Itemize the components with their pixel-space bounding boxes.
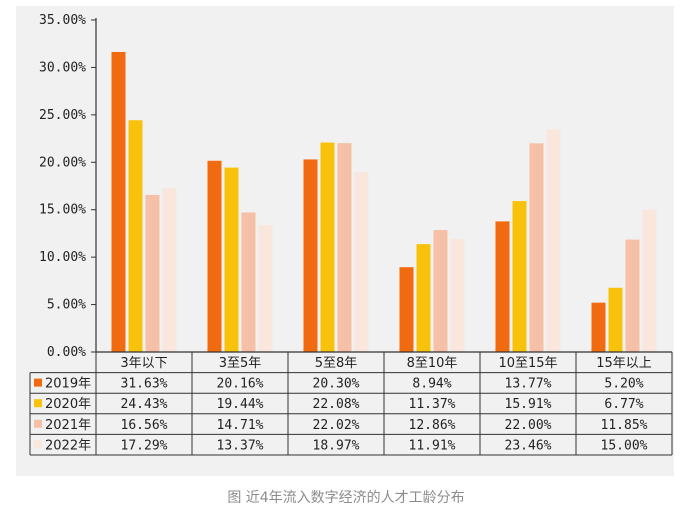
category-label: 3年以下 (120, 356, 167, 371)
y-tick-label: 25.00% (39, 108, 86, 123)
bar-2-1 (128, 120, 143, 352)
bar-3-5 (529, 143, 544, 352)
bar-3-4 (433, 230, 448, 352)
bar-2-6 (608, 287, 623, 352)
table-value: 17.29% (121, 438, 168, 453)
bar-2-2 (224, 167, 239, 352)
bar-4-6 (642, 209, 657, 352)
bar-4-1 (162, 187, 177, 352)
bar-1-1 (111, 51, 126, 352)
category-label: 8至10年 (407, 356, 458, 371)
bar-3-3 (337, 143, 352, 352)
legend-swatch (34, 419, 42, 428)
figure-caption: 图 近4年流入数字经济的人才工龄分布 (227, 490, 465, 506)
y-tick-label: 10.00% (39, 250, 86, 265)
y-tick-label: 0.00% (47, 345, 86, 360)
bar-1-4 (399, 267, 414, 352)
chart-panel: 0.00% 5.00% 10.00% 15.00% 20.00% 25.00% 30.00%… (16, 6, 674, 476)
category-label: 3至5年 (219, 356, 262, 371)
table-value: 11.91% (409, 438, 456, 453)
y-tick-label: 35.00% (39, 13, 86, 28)
legend-label: 2019年 (45, 377, 91, 392)
table-value: 31.63% (121, 377, 168, 392)
legend-label: 2022年 (45, 438, 91, 453)
table-value: 19.44% (217, 397, 264, 412)
bar-1-3 (303, 159, 318, 352)
bar-1-5 (495, 221, 510, 352)
category-label: 5至8年 (315, 356, 358, 371)
category-label: 10至15年 (498, 356, 557, 371)
y-tick-label: 15.00% (39, 203, 86, 218)
legend-label: 2021年 (45, 418, 91, 433)
table-value: 23.46% (505, 438, 552, 453)
y-tick-label: 30.00% (39, 60, 86, 75)
table-value: 11.85% (601, 418, 648, 433)
bar-3-1 (145, 194, 160, 352)
legend-label: 2020年 (45, 397, 91, 412)
table-value: 15.00% (601, 438, 648, 453)
table-value: 11.37% (409, 397, 456, 412)
bar-3-2 (241, 212, 256, 352)
table-value: 20.30% (313, 377, 360, 392)
table-value: 13.37% (217, 438, 264, 453)
bar-4-2 (258, 225, 273, 352)
bar-4-3 (354, 172, 369, 352)
bar-3-6 (625, 239, 640, 352)
table-value: 24.43% (121, 397, 168, 412)
table-value: 12.86% (409, 418, 456, 433)
y-tick-label: 5.00% (47, 298, 86, 313)
bar-chart: 0.00% 5.00% 10.00% 15.00% 20.00% 25.00% 30.00%… (29, 13, 673, 456)
table-value: 22.02% (313, 418, 360, 433)
y-tick-label: 20.00% (39, 155, 86, 170)
table-value: 16.56% (121, 418, 168, 433)
legend-swatch (34, 378, 42, 387)
table-value: 20.16% (217, 377, 264, 392)
bar-2-5 (512, 201, 527, 352)
bar-1-6 (591, 302, 606, 352)
legend-swatch (34, 399, 42, 408)
table-value: 22.00% (505, 418, 552, 433)
table-value: 15.91% (505, 397, 552, 412)
category-label: 15年以上 (596, 356, 652, 371)
bar-4-4 (450, 239, 465, 352)
table-value: 18.97% (313, 438, 360, 453)
table-value: 14.71% (217, 418, 264, 433)
bar-2-4 (416, 244, 431, 352)
table-value: 13.77% (505, 377, 552, 392)
table-value: 5.20% (604, 377, 643, 392)
bar-2-3 (320, 142, 335, 352)
bar-1-2 (207, 160, 222, 352)
table-value: 6.77% (604, 397, 643, 412)
bar-4-5 (546, 129, 561, 352)
table-value: 22.08% (313, 397, 360, 412)
legend-swatch (34, 440, 42, 449)
table-value: 8.94% (412, 377, 451, 392)
